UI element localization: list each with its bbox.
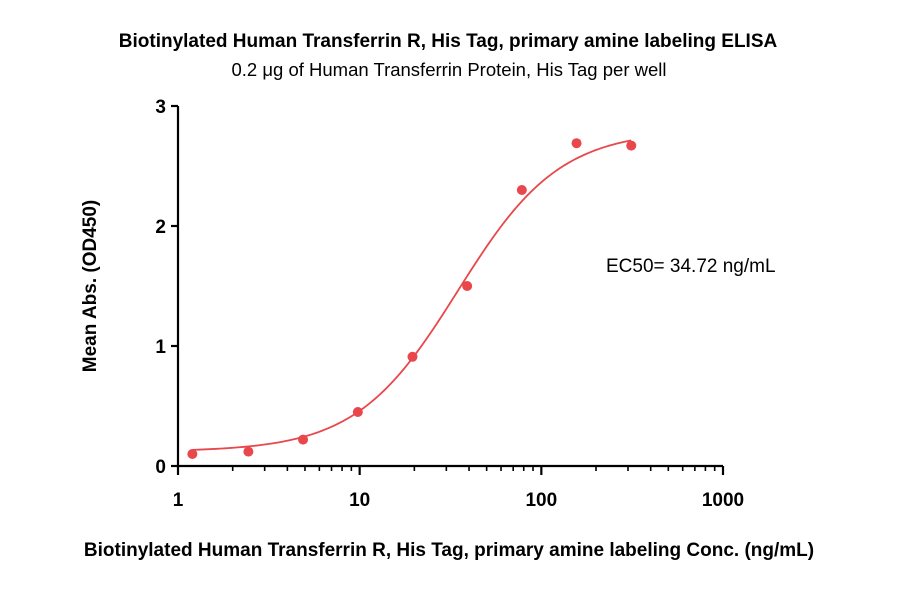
fit-curve-layer <box>192 139 632 451</box>
data-point <box>516 185 527 195</box>
data-point <box>626 140 637 151</box>
x-axis-label: Biotinylated Human Transferrin R, His Ta… <box>84 540 814 561</box>
chart-subtitle: 0.2 μg of Human Transferrin Protein, His… <box>232 59 667 80</box>
x-tick-label: 100 <box>525 490 557 511</box>
data-point <box>571 138 582 149</box>
x-tick-label: 10 <box>349 490 370 511</box>
ec50-annotation: EC50= 34.72 ng/mL <box>606 256 776 277</box>
y-tick-label: 2 <box>155 217 166 238</box>
data-points-layer <box>187 138 637 459</box>
data-point <box>298 434 309 445</box>
data-point <box>462 281 473 291</box>
data-point <box>352 407 363 417</box>
y-tick-label: 1 <box>155 337 166 358</box>
data-point <box>243 446 254 457</box>
data-point <box>407 351 418 362</box>
fit-curve <box>192 139 632 451</box>
x-tick-label: 1 <box>173 490 184 511</box>
chart-title: Biotinylated Human Transferrin R, His Ta… <box>119 31 778 52</box>
y-tick-label: 3 <box>155 97 166 118</box>
data-point <box>187 449 198 459</box>
y-tick-label: 0 <box>155 457 166 478</box>
x-tick-label: 1000 <box>702 490 744 511</box>
y-axis-label: Mean Abs. (OD450) <box>80 200 101 372</box>
